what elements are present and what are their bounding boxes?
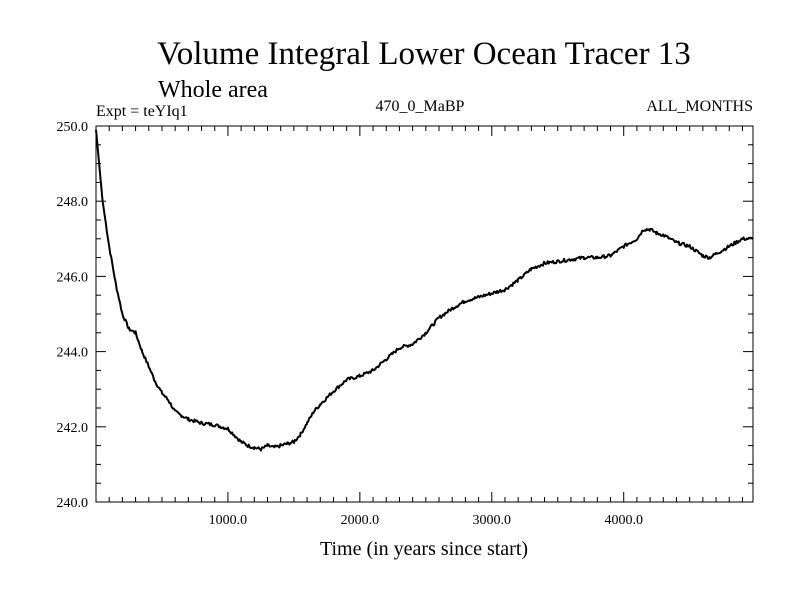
y-tick-label: 246.0 — [57, 270, 89, 285]
x-tick-label: 3000.0 — [473, 513, 512, 528]
x-tick-label: 1000.0 — [209, 513, 248, 528]
chart-subtitle: Whole area — [158, 77, 268, 103]
months-label: ALL_MONTHS — [646, 98, 753, 115]
x-tick-label: 2000.0 — [341, 513, 380, 528]
x-axis-label: Time (in years since start) — [320, 538, 528, 560]
y-tick-label: 250.0 — [57, 120, 89, 135]
period-label: 470_0_MaBP — [376, 98, 465, 115]
y-tick-label: 248.0 — [57, 195, 89, 210]
experiment-label: Expt = teYIq1 — [96, 103, 188, 120]
chart-title: Volume Integral Lower Ocean Tracer 13 — [157, 36, 691, 72]
plot-frame — [95, 125, 754, 503]
data-series-line — [95, 129, 754, 452]
x-tick-label: 4000.0 — [604, 513, 643, 528]
axis-tick-labels: 1000.0 2000.0 3000.0 4000.0 240.0 242.0 244.0 2… — [57, 120, 643, 528]
axis-ticks — [96, 126, 753, 502]
y-tick-label: 244.0 — [57, 346, 89, 361]
y-tick-label: 242.0 — [57, 421, 89, 436]
y-tick-label: 240.0 — [57, 496, 89, 511]
